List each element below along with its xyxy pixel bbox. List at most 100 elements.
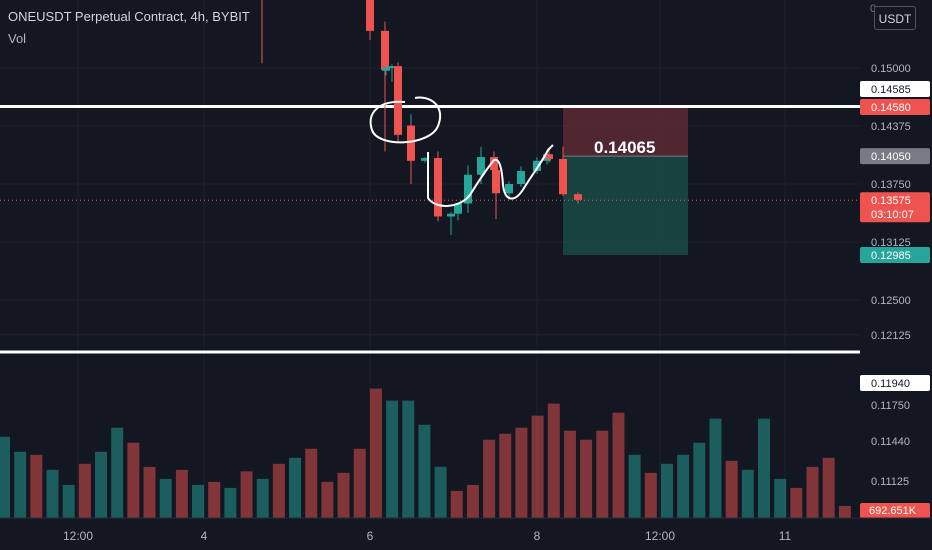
volume-indicator-label: Vol <box>8 31 27 46</box>
volume-bar <box>547 403 560 518</box>
candle-body <box>366 0 374 31</box>
volume-bar <box>402 400 415 518</box>
volume-bar <box>224 487 237 518</box>
time-tick-label: 8 <box>534 529 541 543</box>
volume-bar <box>321 481 334 518</box>
time-tick-label: 12:00 <box>63 529 93 543</box>
time-tick-label: 4 <box>201 529 208 543</box>
price-tick-label: 0.14375 <box>871 121 911 133</box>
candle-body <box>464 174 472 204</box>
volume-bar <box>644 472 657 518</box>
candle-body <box>545 154 553 159</box>
time-tick-label: 6 <box>367 529 374 543</box>
clipped-top-tick: 0 <box>870 3 876 15</box>
price-tick-label: 0.15000 <box>871 63 911 75</box>
volume-bar <box>127 442 140 518</box>
price-label-text: 0.14585 <box>871 84 911 96</box>
symbol-title: ONEUSDT Perpetual Contract, 4h, BYBIT <box>8 9 250 24</box>
volume-bar <box>515 427 528 518</box>
volume-bar <box>289 457 302 518</box>
price-label-badge <box>860 192 930 223</box>
candle-body <box>574 194 582 200</box>
price-label-text: 0.14580 <box>871 102 911 114</box>
price-label-badge <box>860 375 930 391</box>
candle-body <box>382 68 390 71</box>
volume-bar <box>111 427 124 518</box>
candle-body <box>447 213 455 217</box>
candle-body <box>394 66 402 135</box>
volume-bar <box>709 418 722 518</box>
volume-bar <box>369 388 382 518</box>
price-label-badge <box>860 246 930 263</box>
volume-bar <box>143 466 156 518</box>
volume-bar <box>14 451 27 518</box>
price-tick-label: 0.11750 <box>871 400 910 412</box>
candle-body <box>492 170 500 194</box>
volume-bar <box>531 415 544 518</box>
candle-body <box>533 160 541 172</box>
volume-bar <box>822 457 835 518</box>
volume-bar <box>418 424 431 518</box>
candle-body <box>477 157 485 175</box>
volume-bar <box>596 430 609 518</box>
volume-bar <box>725 460 738 518</box>
stop-loss-zone <box>563 106 688 157</box>
price-label-badge <box>860 98 930 115</box>
volume-bar <box>240 471 253 518</box>
volume-bar <box>434 466 447 518</box>
price-tick-label: 0.12125 <box>871 330 911 342</box>
volume-bar <box>192 484 205 518</box>
candle-body <box>407 125 415 161</box>
time-axis <box>0 518 932 550</box>
volume-bar <box>337 472 350 518</box>
candle-body <box>505 184 513 194</box>
volume-bar <box>790 487 803 518</box>
volume-bar <box>483 439 496 518</box>
candle-body <box>434 158 442 217</box>
candle-body <box>490 157 498 171</box>
volume-value-label: 692.651K <box>869 505 917 517</box>
volume-bar <box>386 400 399 518</box>
candle-body <box>421 158 429 161</box>
volume-bar <box>46 469 59 518</box>
volume-bar <box>806 466 819 518</box>
volume-bar <box>30 454 43 518</box>
price-tick-label: 0.13750 <box>871 179 911 191</box>
candle-body <box>381 30 389 70</box>
candle-body <box>559 158 567 195</box>
currency-button[interactable]: USDT <box>874 6 916 30</box>
volume-bar <box>499 433 512 518</box>
volume-bar <box>256 478 269 518</box>
volume-bar <box>757 418 770 518</box>
volume-bar <box>612 412 625 518</box>
volume-label-badge <box>860 503 930 518</box>
volume-bar <box>62 484 75 518</box>
price-tick-label: 0.11125 <box>871 476 909 488</box>
countdown-label: 03:10:07 <box>871 209 914 221</box>
volume-bar <box>466 484 479 518</box>
volume-bar <box>353 448 366 518</box>
price-label-text: 0.12985 <box>871 250 911 262</box>
volume-bar <box>450 490 463 518</box>
price-label-badge <box>860 148 930 165</box>
volume-bar <box>0 436 10 518</box>
drawn-pattern-line[interactable] <box>427 144 554 207</box>
volume-bar <box>677 454 690 518</box>
candle-body <box>388 66 396 68</box>
price-label-badge <box>860 81 930 97</box>
volume-bar <box>208 481 221 518</box>
candle-body <box>454 203 462 214</box>
volume-bar <box>660 463 673 518</box>
volume-bar <box>563 430 576 518</box>
time-tick-label: 12:00 <box>645 529 675 543</box>
volume-bar <box>159 478 172 518</box>
take-profit-zone <box>563 156 688 255</box>
drawn-circle[interactable] <box>369 96 441 144</box>
volume-bar <box>78 463 91 518</box>
volume-bar <box>305 448 318 518</box>
candle-body <box>517 171 525 184</box>
price-tick-label: 0.11440 <box>871 436 910 448</box>
price-label-text: 0.14050 <box>871 151 911 163</box>
